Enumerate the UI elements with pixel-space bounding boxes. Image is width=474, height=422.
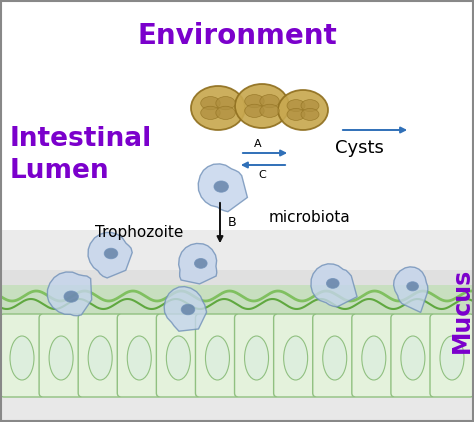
Ellipse shape	[194, 259, 207, 268]
Ellipse shape	[214, 181, 228, 192]
Ellipse shape	[104, 248, 118, 259]
Ellipse shape	[88, 336, 112, 380]
Ellipse shape	[216, 106, 235, 119]
FancyBboxPatch shape	[273, 314, 318, 397]
Bar	[0, 230, 474, 330]
Ellipse shape	[216, 97, 235, 110]
FancyBboxPatch shape	[39, 314, 83, 397]
Ellipse shape	[278, 90, 328, 130]
Ellipse shape	[440, 336, 464, 380]
Ellipse shape	[235, 84, 289, 128]
FancyBboxPatch shape	[352, 314, 396, 397]
Ellipse shape	[245, 95, 264, 108]
Ellipse shape	[362, 336, 386, 380]
FancyBboxPatch shape	[78, 314, 122, 397]
Bar	[0, 320, 474, 422]
Ellipse shape	[201, 106, 220, 119]
Ellipse shape	[260, 95, 279, 108]
Ellipse shape	[260, 104, 279, 117]
Polygon shape	[47, 272, 91, 316]
Polygon shape	[393, 267, 428, 312]
FancyBboxPatch shape	[235, 314, 279, 397]
Text: Trophozoite: Trophozoite	[95, 225, 183, 240]
Ellipse shape	[205, 336, 229, 380]
Ellipse shape	[287, 100, 305, 111]
Bar	[0, 0, 474, 290]
Ellipse shape	[64, 291, 78, 302]
Text: A: A	[254, 139, 262, 149]
Ellipse shape	[327, 279, 339, 288]
Text: Environment: Environment	[137, 22, 337, 50]
FancyBboxPatch shape	[430, 314, 474, 397]
Ellipse shape	[283, 336, 308, 380]
Polygon shape	[179, 243, 217, 284]
Ellipse shape	[201, 97, 220, 110]
Ellipse shape	[245, 336, 269, 380]
Ellipse shape	[166, 336, 191, 380]
Ellipse shape	[401, 336, 425, 380]
Text: Mucus: Mucus	[450, 268, 474, 353]
Bar	[0, 230, 474, 270]
FancyBboxPatch shape	[313, 314, 357, 397]
Ellipse shape	[49, 336, 73, 380]
Ellipse shape	[301, 100, 319, 111]
Ellipse shape	[191, 86, 245, 130]
Ellipse shape	[323, 336, 346, 380]
Ellipse shape	[301, 108, 319, 120]
Polygon shape	[311, 264, 357, 307]
Bar	[0, 390, 474, 422]
Polygon shape	[88, 233, 132, 278]
Bar	[0, 285, 474, 422]
Polygon shape	[164, 287, 207, 331]
FancyBboxPatch shape	[117, 314, 161, 397]
FancyBboxPatch shape	[195, 314, 239, 397]
Ellipse shape	[287, 108, 305, 120]
Ellipse shape	[407, 282, 419, 291]
Ellipse shape	[245, 104, 264, 117]
FancyBboxPatch shape	[156, 314, 201, 397]
FancyBboxPatch shape	[0, 314, 44, 397]
Ellipse shape	[128, 336, 151, 380]
Text: Cysts: Cysts	[335, 139, 384, 157]
Text: B: B	[228, 216, 237, 230]
Text: Intestinal
Lumen: Intestinal Lumen	[10, 126, 152, 184]
FancyBboxPatch shape	[391, 314, 435, 397]
Polygon shape	[198, 164, 247, 212]
Ellipse shape	[10, 336, 34, 380]
Text: C: C	[258, 170, 266, 180]
Ellipse shape	[181, 304, 195, 315]
Text: microbiota: microbiota	[269, 211, 351, 225]
